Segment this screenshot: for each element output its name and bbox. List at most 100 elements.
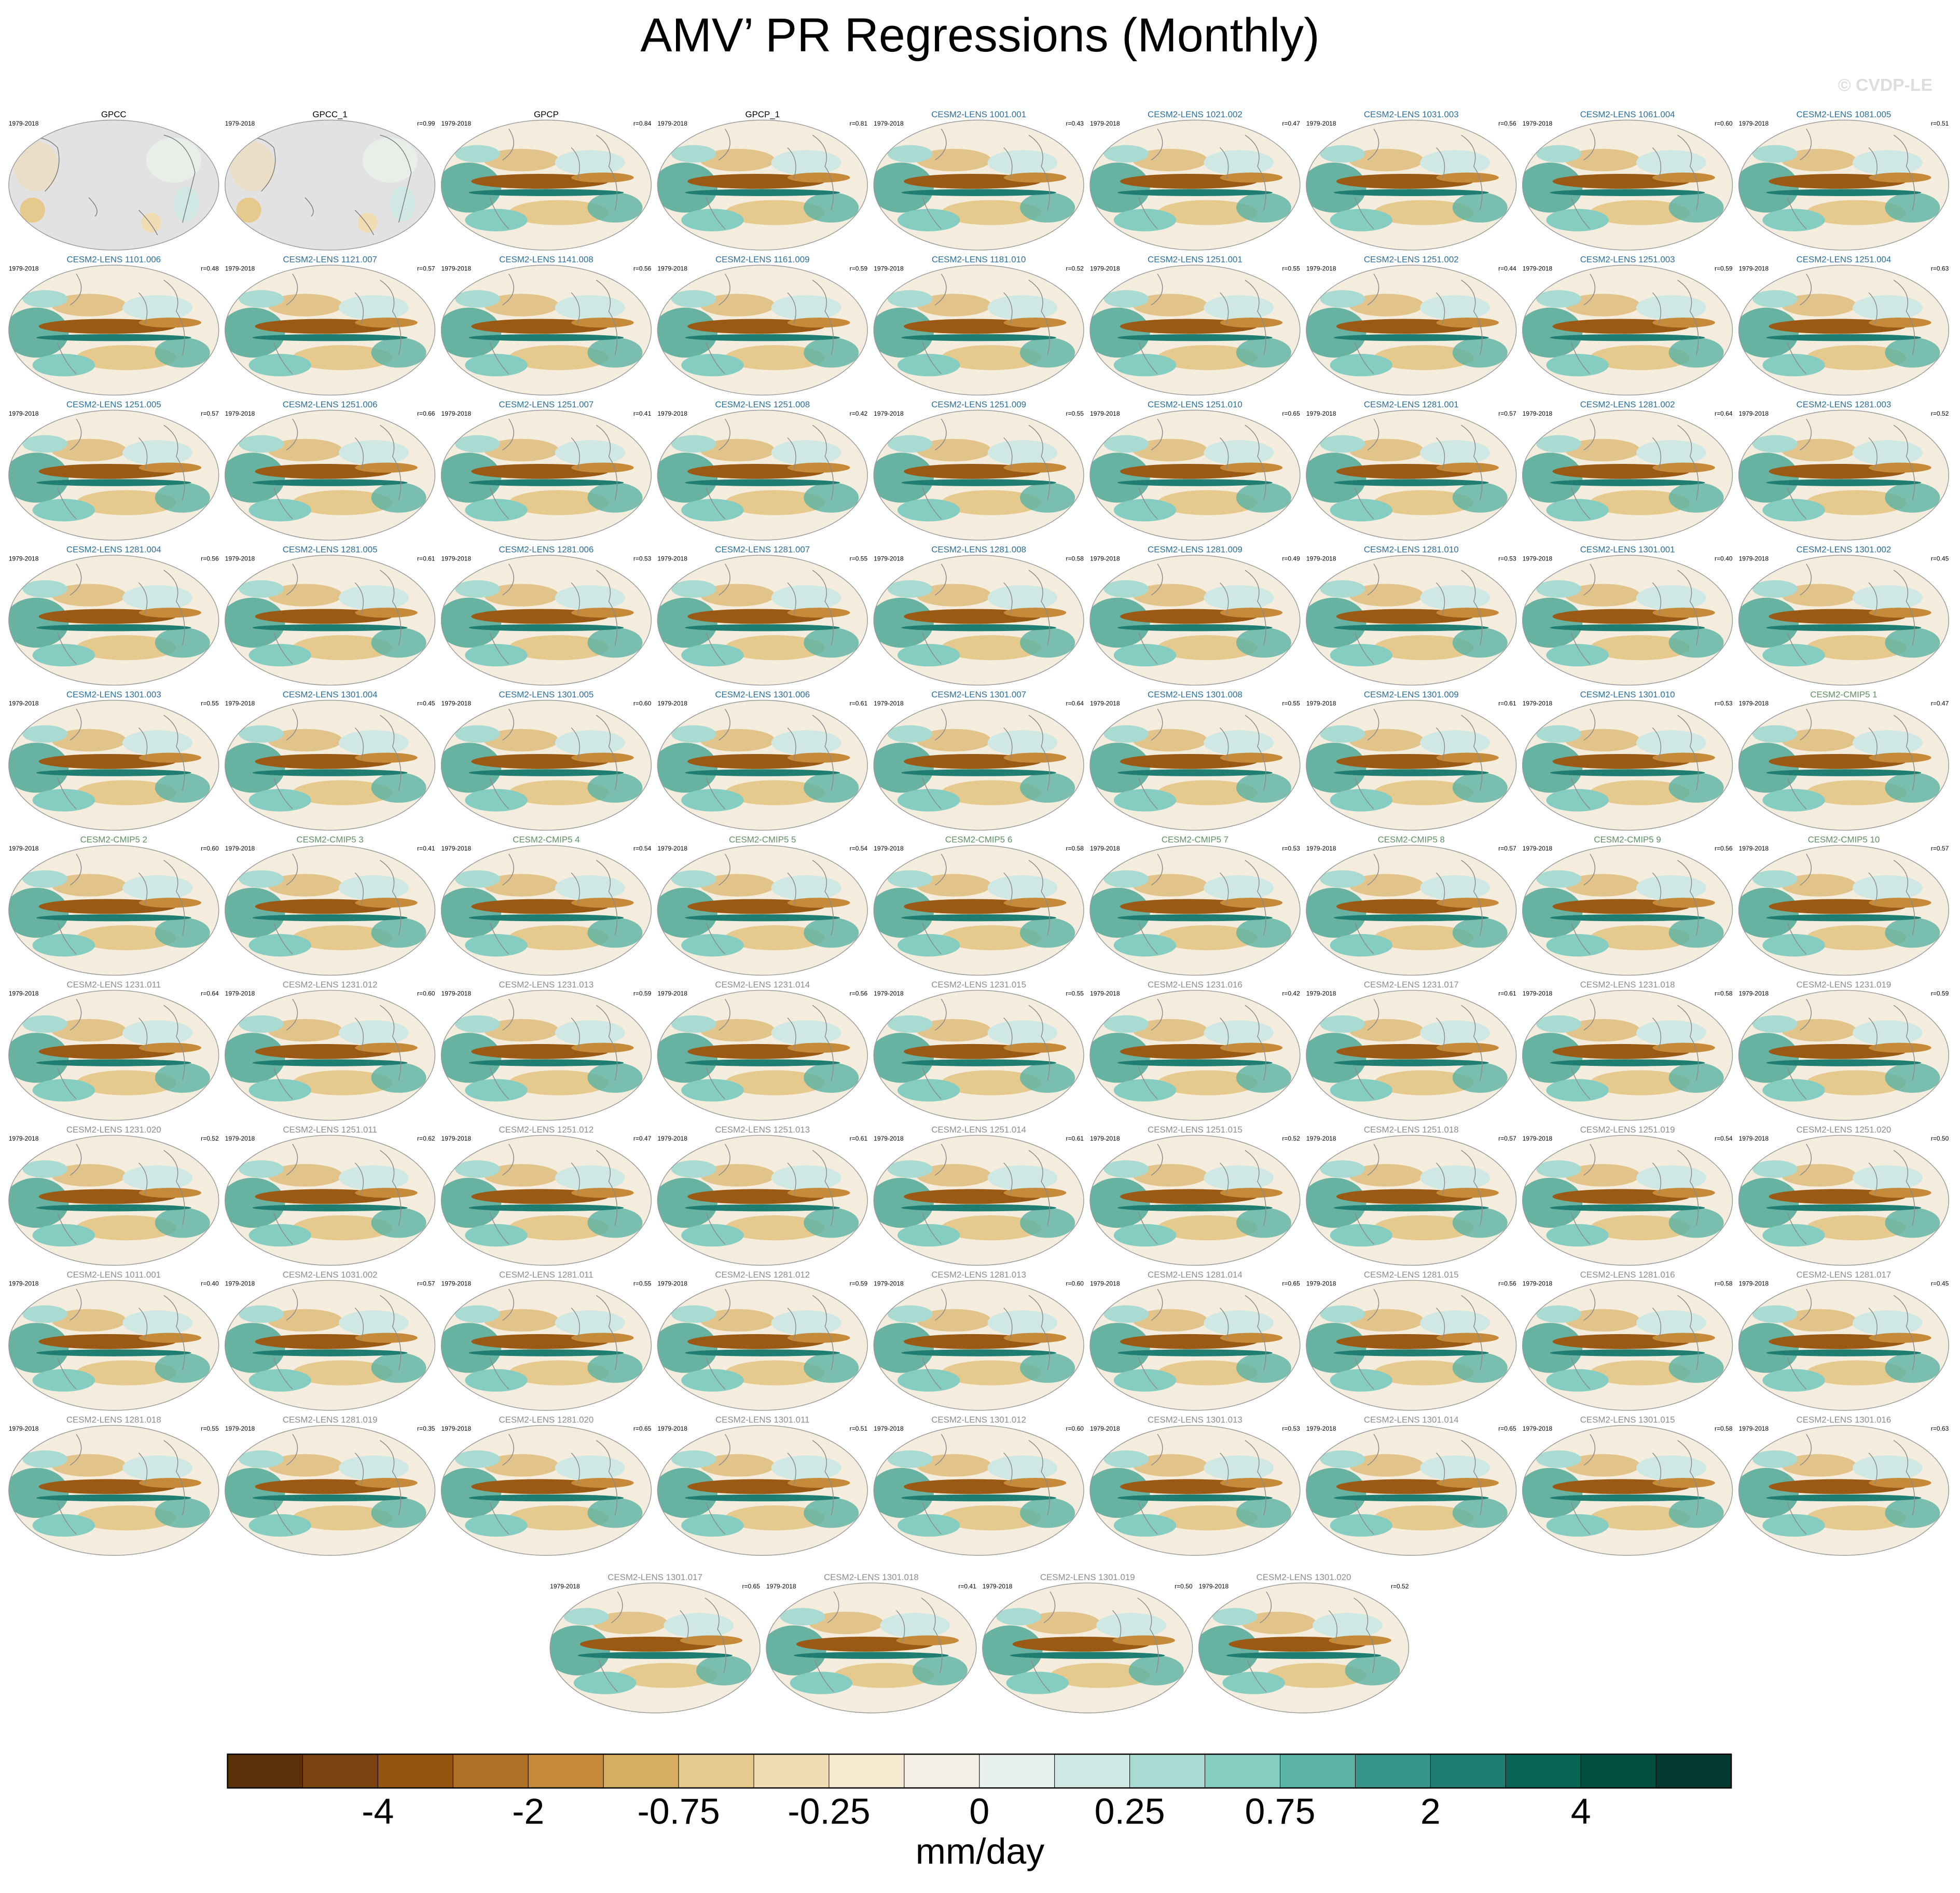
colorbar-label: mm/day <box>916 1831 1045 1872</box>
panel-period: 1979-2018 <box>874 1135 904 1142</box>
map-outline <box>8 1280 219 1411</box>
map-outline <box>440 119 652 251</box>
panel-period: 1979-2018 <box>441 410 472 417</box>
map-panel: CESM2-LENS 1281.006 1979-2018 r=0.53 <box>436 545 652 686</box>
panel-title: CESM2-LENS 1181.010 <box>932 255 1026 265</box>
panel-period: 1979-2018 <box>225 555 255 562</box>
panel-period: 1979-2018 <box>9 1425 39 1432</box>
colorbar-box <box>979 1754 1055 1789</box>
map-outline <box>766 1582 977 1713</box>
map-outline <box>1738 845 1950 976</box>
map <box>1085 1135 1300 1266</box>
colorbar-box <box>1054 1754 1130 1789</box>
map <box>869 410 1084 540</box>
map <box>977 1583 1192 1713</box>
map <box>1301 265 1516 395</box>
map <box>1517 845 1732 976</box>
map-panel: CESM2-LENS 1161.009 1979-2018 r=0.59 <box>653 255 868 396</box>
map <box>1301 990 1516 1120</box>
panel-r: r=0.63 <box>1931 1425 1949 1432</box>
map-outline <box>440 1135 652 1266</box>
panel-period: 1979-2018 <box>1523 555 1553 562</box>
map-outline <box>549 1582 761 1713</box>
panel-title: CESM2-LENS 1251.012 <box>499 1125 594 1135</box>
panel-r: r=0.64 <box>1066 700 1084 707</box>
panel-r: r=0.57 <box>201 410 219 417</box>
map-panel: CESM2-LENS 1231.019 1979-2018 r=0.59 <box>1734 980 1950 1120</box>
panel-r: r=0.51 <box>850 1425 868 1432</box>
map <box>1734 410 1949 540</box>
colorbar-box <box>603 1754 679 1789</box>
panel-title: CESM2-LENS 1301.014 <box>1364 1415 1459 1425</box>
map <box>869 1425 1084 1556</box>
panel-r: r=0.61 <box>850 1135 868 1142</box>
map-panel: CESM2-LENS 1121.007 1979-2018 r=0.57 <box>220 255 436 396</box>
panel-r: r=0.56 <box>633 265 652 272</box>
map <box>653 265 867 395</box>
panel-period: 1979-2018 <box>225 845 255 852</box>
map-outline <box>8 1425 219 1556</box>
panel-period: 1979-2018 <box>225 1135 255 1142</box>
map-outline <box>657 1135 868 1266</box>
panel-r: r=0.55 <box>633 1280 652 1287</box>
map <box>4 1280 218 1410</box>
panel-title: CESM2-LENS 1301.015 <box>1580 1415 1675 1425</box>
panel-r: r=0.59 <box>633 990 652 997</box>
panel-r: r=0.84 <box>633 120 652 127</box>
panel-period: 1979-2018 <box>1739 1425 1769 1432</box>
panel-r: r=0.56 <box>201 555 219 562</box>
panel-title: CESM2-LENS 1231.015 <box>931 980 1026 990</box>
map-panel: CESM2-CMIP5 3 1979-2018 r=0.41 <box>220 835 436 976</box>
map-outline <box>224 1425 436 1556</box>
map <box>653 700 867 830</box>
panel-r: r=0.65 <box>1282 410 1300 417</box>
panel-r: r=0.58 <box>1066 555 1084 562</box>
panel-r: r=0.42 <box>1282 990 1300 997</box>
panel-period: 1979-2018 <box>225 265 255 272</box>
map-panel: CESM2-LENS 1251.003 1979-2018 r=0.59 <box>1517 255 1733 396</box>
map <box>653 555 867 685</box>
map-outline <box>1522 699 1733 831</box>
panel-r: r=0.61 <box>1498 990 1516 997</box>
colorbar-tick-label: 0.25 <box>1095 1791 1165 1832</box>
panel-r: r=0.53 <box>1282 845 1300 852</box>
panel-title: CESM2-LENS 1231.020 <box>66 1125 161 1135</box>
colorbar-box <box>1505 1754 1581 1789</box>
map <box>1517 120 1732 250</box>
map-panel: CESM2-LENS 1281.009 1979-2018 r=0.49 <box>1085 545 1300 686</box>
map-panel: CESM2-LENS 1031.003 1979-2018 r=0.56 <box>1301 109 1517 251</box>
panel-r: r=0.57 <box>1498 1135 1516 1142</box>
map-outline <box>224 1280 436 1411</box>
colorbar-tick-label: -2 <box>512 1791 544 1832</box>
map-panel: GPCC 1979-2018 <box>8 109 219 251</box>
map-panel: CESM2-LENS 1281.016 1979-2018 r=0.58 <box>1517 1270 1733 1410</box>
panel-title: CESM2-LENS 1281.010 <box>1364 545 1459 555</box>
panel-period: 1979-2018 <box>9 990 39 997</box>
panel-title: CESM2-LENS 1281.019 <box>283 1415 378 1425</box>
map <box>1517 265 1732 395</box>
map-outline <box>657 119 868 251</box>
panel-r: r=0.61 <box>850 700 868 707</box>
panel-period: 1979-2018 <box>874 990 904 997</box>
panel-title: CESM2-LENS 1251.015 <box>1148 1125 1243 1135</box>
panel-r: r=0.58 <box>1715 1280 1733 1287</box>
panel-r: r=0.43 <box>1066 120 1084 127</box>
colorbar: -4 -2 -0.75 -0.25 0 0.25 0.75 2 4 <box>227 1753 1732 1832</box>
map <box>869 1280 1084 1410</box>
map <box>1085 120 1300 250</box>
map-outline <box>8 265 219 396</box>
panel-period: 1979-2018 <box>766 1583 796 1590</box>
map-outline <box>982 1582 1193 1713</box>
colorbar-tick-label: -0.25 <box>788 1791 870 1832</box>
map-outline <box>1306 1280 1517 1411</box>
map-outline <box>657 409 868 541</box>
panel-r: r=0.56 <box>1715 845 1733 852</box>
panel-title: CESM2-LENS 1301.004 <box>283 690 378 699</box>
panel-r: r=0.58 <box>1066 845 1084 852</box>
map <box>1085 700 1300 830</box>
map-outline <box>224 265 436 396</box>
panel-r: r=0.65 <box>1498 1425 1516 1432</box>
panel-r: r=0.56 <box>1498 1280 1516 1287</box>
map <box>1517 1280 1732 1410</box>
map-panel: CESM2-LENS 1101.006 1979-2018 r=0.48 <box>4 255 219 396</box>
